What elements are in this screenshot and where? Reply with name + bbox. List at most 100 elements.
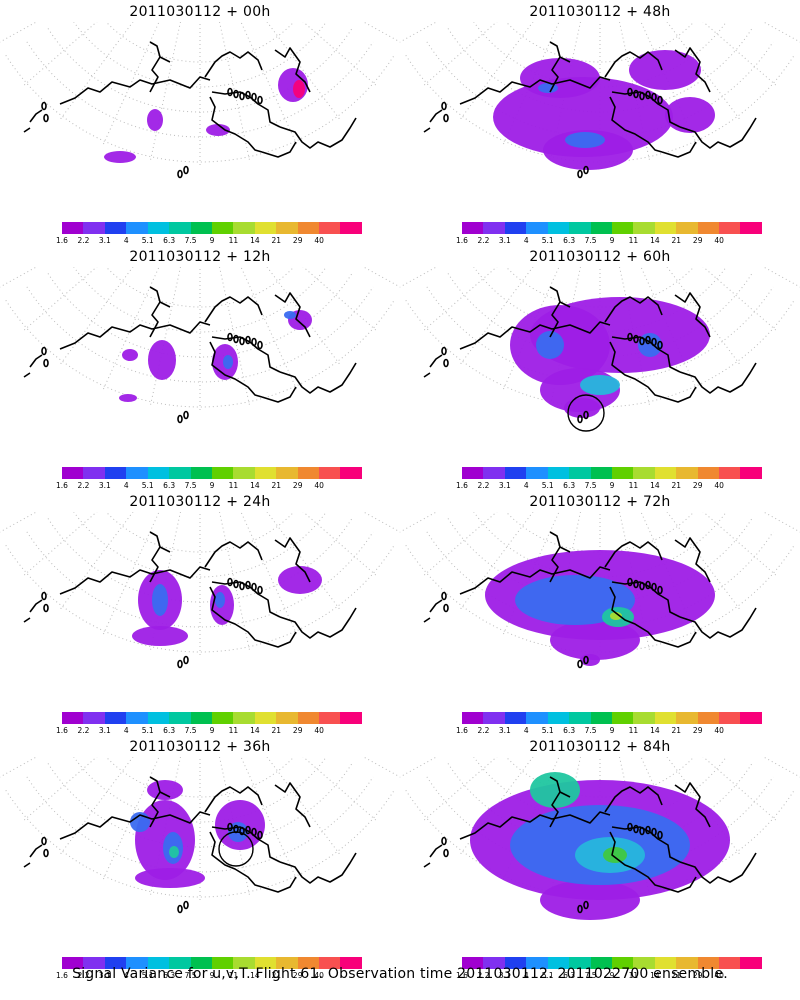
colorbar-swatch	[233, 222, 255, 234]
colorbar-swatch	[569, 957, 591, 969]
colorbar-swatch	[676, 712, 698, 724]
polar-map	[0, 267, 400, 424]
colorbar-swatch	[697, 957, 720, 969]
colorbar	[462, 957, 762, 969]
colorbar-swatch	[611, 222, 634, 234]
colorbar-label: 29	[292, 481, 303, 490]
colorbar-label: 11	[628, 236, 639, 245]
variance-region	[148, 340, 176, 380]
variance-region	[215, 592, 225, 608]
colorbar-label: 5.1	[541, 726, 554, 735]
colorbar-label: 29	[692, 236, 703, 245]
colorbar-swatch	[126, 712, 148, 724]
colorbar-label: 2.2	[77, 971, 90, 980]
polar-map	[400, 757, 800, 920]
forecast-panel: 2011030112 + 48h 1.6 2.2 3.1 4 5.1 6.3 7.5 9 11 14…	[400, 0, 800, 245]
colorbar-swatch	[276, 712, 298, 724]
variance-region	[538, 83, 558, 93]
colorbar-swatch	[547, 957, 570, 969]
colorbar-label: 29	[692, 971, 703, 980]
colorbar-swatch	[547, 467, 570, 479]
polar-map	[0, 22, 400, 179]
colorbar-label: 7.5	[584, 236, 597, 245]
variance-region	[278, 566, 322, 594]
colorbar-swatch	[340, 222, 362, 234]
variance-region	[206, 124, 230, 136]
colorbar-swatch	[83, 712, 105, 724]
polar-map	[400, 512, 800, 669]
colorbar-swatch	[62, 712, 84, 724]
variance-region	[565, 132, 605, 148]
colorbar-swatch	[504, 712, 527, 724]
colorbar-swatch	[126, 957, 148, 969]
colorbar-label: 21	[671, 236, 682, 245]
variance-region	[293, 80, 305, 98]
panel-title: 2011030112 + 60h	[529, 249, 671, 265]
colorbar-label: 14	[650, 726, 660, 735]
colorbar-label: 11	[628, 726, 639, 735]
colorbar-label: 40	[714, 971, 724, 980]
colorbar-label: 1.6	[56, 971, 68, 980]
colorbar-swatch	[547, 222, 570, 234]
colorbar-swatch	[526, 222, 548, 234]
variance-region	[147, 109, 163, 131]
colorbar-label: 5.1	[141, 236, 154, 245]
colorbar-swatch	[147, 467, 170, 479]
colorbar-label: 4	[523, 481, 529, 490]
colorbar-label: 4	[523, 971, 529, 980]
colorbar	[62, 712, 362, 724]
colorbar-label: 40	[714, 726, 724, 735]
colorbar-swatch	[611, 467, 634, 479]
colorbar-label: 11	[228, 236, 239, 245]
forecast-panel: 2011030112 + 00h 1.6 2.2 3.1 4 5.1 6.3 7.5 9 11 14…	[0, 0, 400, 245]
variance-region	[580, 375, 620, 395]
colorbar-swatch	[83, 957, 105, 969]
colorbar-label: 6.3	[163, 481, 176, 490]
colorbar-swatch	[190, 957, 212, 969]
colorbar-label: 6.3	[163, 236, 176, 245]
colorbar-swatch	[740, 712, 762, 724]
colorbar-label: 4	[123, 726, 129, 735]
colorbar-swatch	[340, 467, 362, 479]
colorbar-swatch	[676, 222, 698, 234]
forecast-panel: 2011030112 + 60h 1.6 2.2 3.1 4 5.1 6.3 7.5 9 11 14…	[400, 245, 800, 490]
colorbar-label: 5.1	[141, 726, 154, 735]
colorbar-label: 7.5	[584, 481, 597, 490]
colorbar-swatch	[740, 957, 762, 969]
colorbar-label: 11	[228, 726, 239, 735]
variance-region	[629, 50, 701, 90]
variance-region	[132, 626, 188, 646]
colorbar-label: 40	[314, 481, 324, 490]
colorbar-label: 3.1	[498, 236, 511, 245]
colorbar-swatch	[62, 957, 84, 969]
colorbar-label: 6.3	[563, 726, 576, 735]
colorbar-swatch	[104, 222, 127, 234]
colorbar-swatch	[126, 222, 148, 234]
variance-region	[284, 311, 296, 319]
colorbar-label: 9	[609, 236, 615, 245]
colorbar-swatch	[611, 712, 634, 724]
variance-region	[665, 97, 715, 133]
colorbar-label: 3.1	[98, 236, 111, 245]
colorbar-label: 14	[250, 971, 260, 980]
colorbar-swatch	[233, 957, 255, 969]
colorbar	[62, 222, 362, 234]
colorbar-labels: 1.6 2.2 3.1 4 5.1 6.3 7.5 9 11 14 21 29 40	[456, 481, 762, 491]
colorbar-label: 6.3	[163, 726, 176, 735]
colorbar-label: 4	[123, 481, 129, 490]
colorbar-swatch	[504, 222, 527, 234]
colorbar-swatch	[719, 467, 741, 479]
variance-region	[550, 620, 640, 660]
colorbar-label: 40	[714, 481, 724, 490]
colorbar-label: 14	[650, 236, 660, 245]
colorbar-label: 29	[292, 971, 303, 980]
colorbar-swatch	[319, 222, 341, 234]
colorbar-label: 29	[692, 481, 703, 490]
colorbar-swatch	[254, 957, 277, 969]
colorbar-swatch	[719, 222, 741, 234]
colorbar-swatch	[233, 467, 255, 479]
colorbar-label: 9	[209, 726, 215, 735]
panel-title: 2011030112 + 24h	[129, 494, 271, 510]
colorbar-labels: 1.6 2.2 3.1 4 5.1 6.3 7.5 9 11 14 21 29 40	[56, 726, 362, 736]
colorbar-swatch	[590, 712, 612, 724]
